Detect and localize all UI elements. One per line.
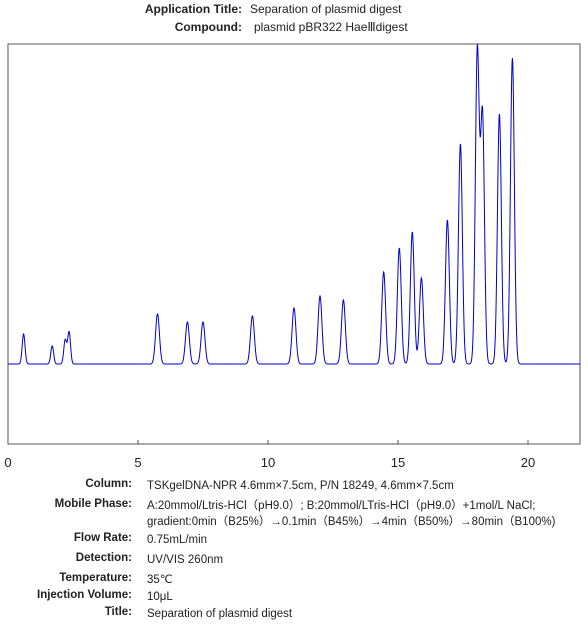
x-tick-label: 15 <box>391 455 405 470</box>
detection-label: Detection: <box>75 552 132 564</box>
compound-row: Compound: plasmid pBR322 HaeⅢdigest <box>0 20 588 36</box>
chromatogram-chart: 0 5 10 15 20 <box>4 43 581 470</box>
temperature-value: 35℃ <box>147 574 173 586</box>
peak-marks <box>22 51 514 348</box>
application-title-row: Application Title: Separation of plasmid… <box>0 2 588 18</box>
flow-rate-label: Flow Rate: <box>73 532 132 544</box>
injection-volume-value: 10μL <box>147 591 173 603</box>
injection-volume-label: Injection Volume: <box>37 589 132 601</box>
x-tick-label: 10 <box>261 455 275 470</box>
flow-rate-value: 0.75mL/min <box>147 534 208 546</box>
chromatogram-trace <box>8 43 580 365</box>
title-label: Title: <box>104 606 132 618</box>
detection-value: UV/VIS 260nm <box>147 554 224 566</box>
compound-value: plasmid pBR322 HaeⅢdigest <box>254 20 408 34</box>
application-title-value: Separation of plasmid digest <box>250 2 402 16</box>
application-title-label: Application Title: <box>144 2 242 16</box>
x-tick-label: 0 <box>4 455 11 470</box>
mobile-phase-value-1: A:20mmol/Ltris-HCl（pH9.0）; B:20mmol/LTri… <box>147 500 536 512</box>
mobile-phase-label: Mobile Phase: <box>54 498 132 510</box>
column-label: Column: <box>85 478 132 490</box>
temperature-label: Temperature: <box>59 572 132 584</box>
column-value: TSKgelDNA-NPR 4.6mm×7.5cm, P/N 18249, 4.… <box>147 480 454 492</box>
title-value: Separation of plasmid digest <box>147 608 293 620</box>
mobile-phase-value-2: gradient:0min（B25%）→0.1min（B45%）→4min（B5… <box>147 516 556 528</box>
compound-label: Compound: <box>174 20 242 34</box>
plot-frame <box>7 43 581 445</box>
x-tick-label: 20 <box>521 455 535 470</box>
x-axis-ticks: 0 5 10 15 20 <box>4 440 535 470</box>
x-tick-label: 5 <box>134 455 141 470</box>
